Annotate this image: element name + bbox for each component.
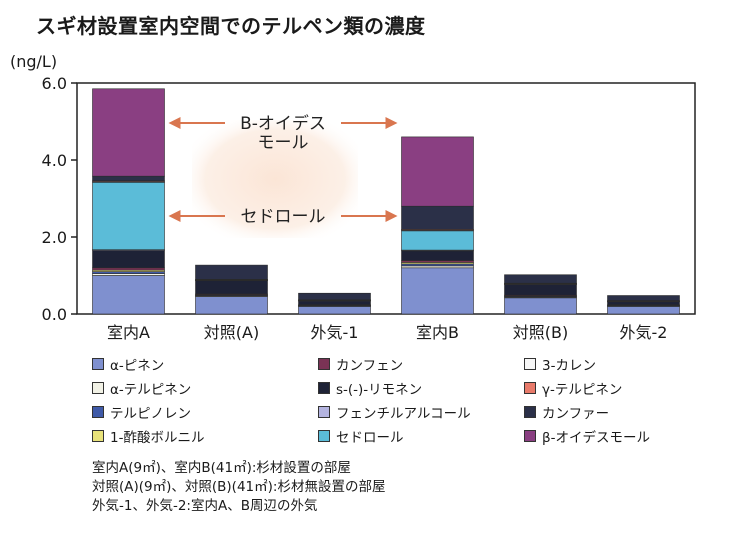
legend-swatch: [318, 429, 330, 442]
bar-segment: [92, 275, 165, 315]
y-axis-ticks: 0.0 2.0 4.0 6.0: [42, 74, 77, 324]
bar-segment: [92, 88, 165, 177]
legend-item: カンフェン: [318, 354, 524, 374]
legend-item: カンファー: [524, 402, 702, 422]
y-axis-unit-label: (ng/L): [10, 52, 57, 71]
category-labels: 室内A 対照(A) 外気-1 室内B 対照(B) 外気-2: [107, 323, 667, 342]
legend-label: s-(-)-リモネン: [336, 381, 423, 398]
bars: [92, 88, 680, 315]
y-tick-label: 4.0: [42, 151, 67, 170]
legend-label: テルピノレン: [110, 405, 191, 422]
legend-item: テルピノレン: [92, 402, 318, 422]
y-tick-label: 2.0: [42, 228, 67, 247]
bar-segment: [504, 284, 577, 296]
annotation-label: モール: [258, 133, 309, 153]
legend-swatch: [92, 381, 104, 394]
x-category-label: 室内B: [416, 323, 459, 342]
legend-swatch: [524, 357, 536, 370]
legend-label: γ-テルピネン: [542, 381, 623, 398]
note-line: 対照(A)(9㎡)、対照(B)(41㎡):杉材無設置の部屋: [92, 479, 386, 495]
x-category-label: 外気-1: [311, 323, 359, 342]
x-category-label: 室内A: [107, 323, 150, 342]
bar-segment: [607, 295, 680, 301]
arrowhead-left: [168, 210, 181, 223]
x-category-label: 外気-2: [620, 323, 668, 342]
legend-swatch: [92, 429, 104, 442]
legend-swatch: [92, 357, 104, 370]
legend-swatch: [524, 429, 536, 442]
legend-label: α-テルピネン: [110, 381, 192, 398]
legend-swatch: [318, 405, 330, 418]
legend-label: フェンチルアルコール: [336, 405, 471, 422]
legend-label: α-ピネン: [110, 357, 165, 374]
bar-segment: [401, 205, 474, 230]
legend-swatch: [524, 381, 536, 394]
bar-segment: [504, 297, 577, 315]
legend-swatch: [524, 405, 536, 418]
bar-segment: [401, 230, 474, 251]
bar-segment: [504, 274, 577, 284]
note-line: 室内A(9㎡)、室内B(41㎡):杉材設置の部屋: [92, 460, 351, 476]
bar-segment: [401, 250, 474, 261]
y-tick-label: 0.0: [42, 305, 67, 324]
y-tick-label: 6.0: [42, 74, 67, 93]
legend: α-ピネン カンフェン 3-カレン α-テルピネン s-(-)-リモネン γ-テルピネンテ…: [92, 354, 702, 446]
legend-swatch: [318, 381, 330, 394]
x-category-label: 対照(A): [204, 323, 259, 342]
legend-item: フェンチルアルコール: [318, 402, 524, 422]
legend-item: 3-カレン: [524, 354, 702, 374]
legend-item: セドロール: [318, 426, 524, 446]
stacked-bar-chart: (ng/L) 0.0 2.0 4.0 6.0 室内A 対照(A) 外気-1 室内B 対照(B)…: [10, 52, 696, 342]
annotation-label: セドロール: [241, 207, 326, 227]
legend-swatch: [318, 357, 330, 370]
legend-label: セドロール: [336, 429, 404, 446]
plot-frame: [76, 82, 696, 315]
bar-segment: [92, 267, 165, 271]
legend-label: 1-酢酸ボルニル: [110, 429, 205, 446]
bar-segment: [92, 175, 165, 182]
bar-segment: [92, 250, 165, 269]
note-line: 外気-1、外気-2:室内A、B周辺の外気: [92, 498, 318, 514]
bar-segment: [298, 305, 371, 315]
bar-segment: [298, 300, 371, 306]
bar-segment: [195, 280, 268, 295]
bar-segment: [298, 292, 371, 301]
bar-segment: [401, 136, 474, 207]
legend-item: α-テルピネン: [92, 378, 318, 398]
legend-item: s-(-)-リモネン: [318, 378, 524, 398]
bar-segment: [195, 264, 268, 280]
bar-segment: [401, 267, 474, 315]
legend-item: γ-テルピネン: [524, 378, 702, 398]
legend-swatch: [92, 405, 104, 418]
arrowhead-left: [168, 116, 181, 129]
legend-label: カンファー: [542, 405, 610, 422]
legend-item: β-オイデスモール: [524, 426, 702, 446]
bar-segment: [607, 305, 680, 315]
annotation-background: [192, 120, 358, 238]
notes: 室内A(9㎡)、室内B(41㎡):杉材設置の部屋 対照(A)(9㎡)、対照(B)…: [92, 459, 385, 516]
arrowhead-right: [385, 116, 398, 129]
legend-label: カンフェン: [336, 357, 404, 374]
bar-segment: [92, 182, 165, 251]
legend-label: β-オイデスモール: [542, 429, 650, 446]
legend-item: 1-酢酸ボルニル: [92, 426, 318, 446]
bar-segment: [195, 296, 268, 315]
annotation-label: B-オイデス: [240, 113, 326, 134]
arrowhead-right: [385, 210, 398, 223]
legend-label: 3-カレン: [542, 357, 596, 374]
x-category-label: 対照(B): [513, 323, 568, 342]
chart-title: スギ材設置室内空間でのテルペン類の濃度: [36, 14, 426, 38]
legend-item: α-ピネン: [92, 354, 318, 374]
